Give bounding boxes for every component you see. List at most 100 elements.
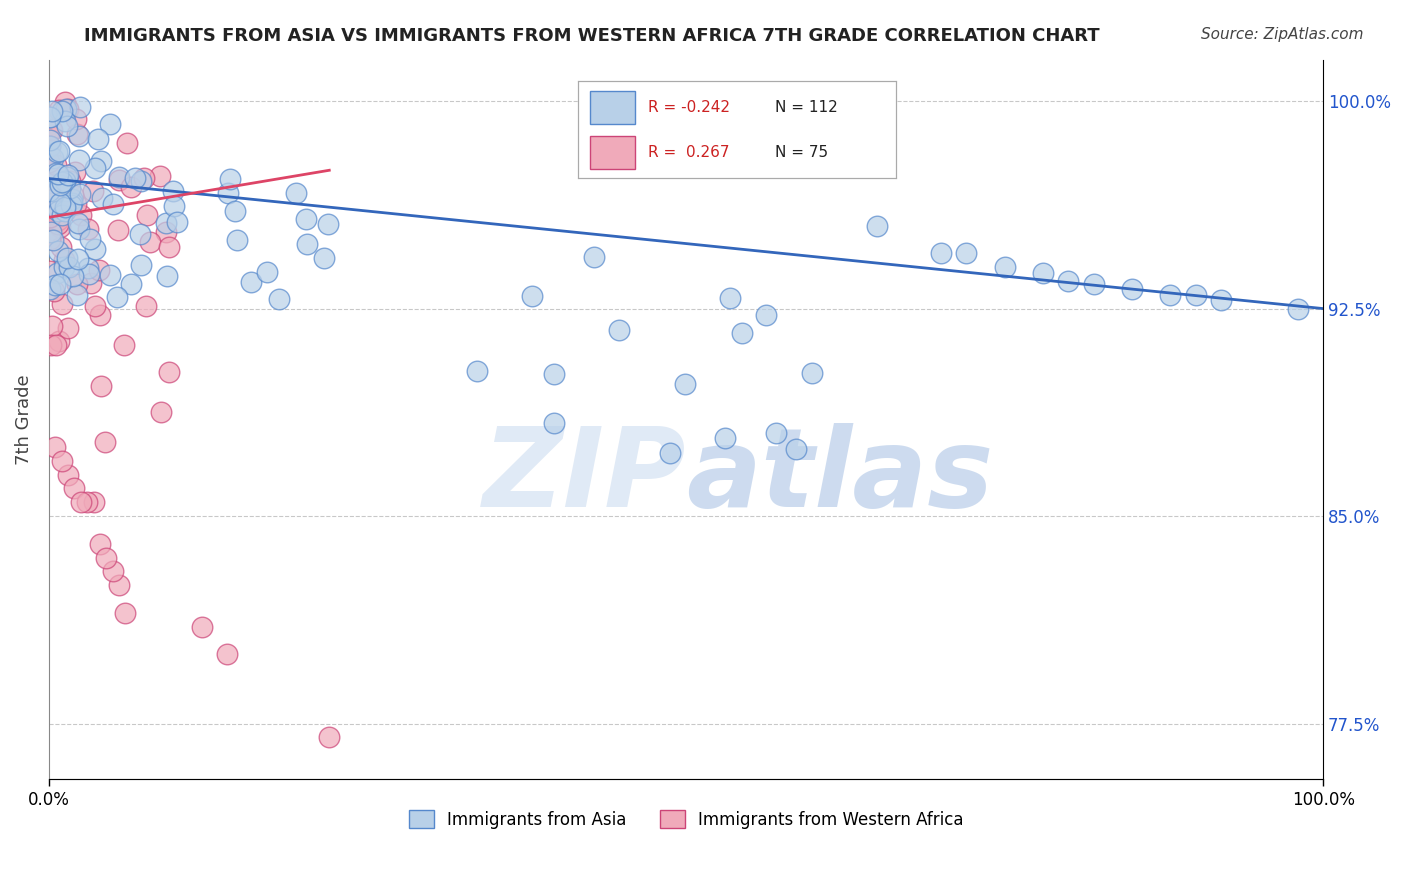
Point (38, 110, 60, 124)
Point (38, 155, 60, 169)
Point (226, 233, 249, 247)
Point (955, 246, 977, 260)
Text: Source: ZipAtlas.com: Source: ZipAtlas.com (1201, 27, 1364, 42)
Point (316, 217, 339, 231)
Point (755, 308, 778, 322)
Point (46, 217, 69, 231)
Point (58, 321, 80, 335)
Point (157, 240, 180, 254)
Point (63, 482, 86, 496)
Point (42, 233, 65, 247)
Point (1211, 293, 1233, 308)
Point (155, 225, 177, 239)
Point (101, 197, 124, 211)
Point (91, 191, 114, 205)
Point (132, 171, 155, 186)
Point (66, 288, 89, 302)
Point (38, 176, 60, 190)
Y-axis label: 7th Grade: 7th Grade (15, 374, 32, 465)
Point (129, 174, 152, 188)
Point (191, 620, 214, 634)
Point (866, 219, 889, 233)
Point (53, 252, 76, 267)
Point (42, 284, 65, 298)
Point (39, 225, 62, 239)
Point (80, 276, 103, 290)
Point (51, 297, 73, 311)
Point (217, 186, 239, 201)
Point (1159, 287, 1181, 301)
Point (522, 289, 544, 303)
Point (56, 168, 79, 182)
Point (1121, 282, 1143, 296)
Point (44, 440, 66, 454)
Point (44, 201, 66, 215)
Point (673, 376, 696, 391)
Point (42, 184, 65, 198)
Point (131, 259, 153, 273)
Point (39, 139, 62, 153)
Point (38, 134, 60, 148)
Point (135, 208, 157, 222)
Point (41, 103, 63, 118)
Point (69, 100, 91, 114)
Point (46, 167, 69, 181)
Point (67, 252, 90, 266)
Point (84, 242, 107, 256)
Point (128, 227, 150, 241)
Point (162, 184, 184, 198)
Point (239, 275, 262, 289)
Point (90, 154, 112, 169)
Point (139, 235, 162, 249)
Point (65, 112, 87, 126)
Point (731, 326, 754, 340)
Point (62, 268, 84, 283)
Point (87, 263, 110, 277)
Point (101, 565, 124, 579)
Point (45, 338, 67, 352)
Point (42, 192, 65, 206)
Point (114, 606, 136, 620)
Point (59, 174, 82, 188)
Point (38, 148, 60, 162)
Point (53, 114, 76, 128)
Point (90, 379, 112, 393)
Point (65, 197, 87, 211)
Point (77, 267, 100, 281)
Point (256, 265, 278, 279)
Point (156, 268, 179, 283)
Point (48, 220, 70, 235)
Point (49, 195, 72, 210)
Point (52, 260, 75, 275)
Point (44, 158, 66, 172)
Point (135, 300, 157, 314)
Point (607, 322, 630, 336)
Point (108, 169, 131, 184)
Point (51, 454, 73, 468)
Point (39, 202, 62, 216)
Point (765, 425, 787, 440)
Legend: Immigrants from Asia, Immigrants from Western Africa: Immigrants from Asia, Immigrants from We… (402, 804, 970, 835)
Point (46, 213, 69, 227)
Text: IMMIGRANTS FROM ASIA VS IMMIGRANTS FROM WESTERN AFRICA 7TH GRADE CORRELATION CHA: IMMIGRANTS FROM ASIA VS IMMIGRANTS FROM … (84, 27, 1099, 45)
Point (56, 102, 79, 116)
Point (295, 212, 318, 227)
Point (59, 181, 82, 195)
Point (49, 240, 72, 254)
Point (87, 132, 110, 146)
Point (67, 128, 90, 143)
Point (150, 405, 173, 419)
Point (51, 175, 73, 189)
Point (53, 200, 76, 214)
Point (56, 252, 79, 266)
Point (53, 174, 76, 188)
Point (84, 299, 107, 313)
Point (658, 446, 681, 460)
Point (38, 210, 60, 224)
Point (785, 442, 807, 456)
Point (51, 208, 73, 222)
Point (60, 196, 83, 211)
Point (115, 136, 138, 151)
Point (219, 172, 242, 186)
Point (1184, 287, 1206, 301)
